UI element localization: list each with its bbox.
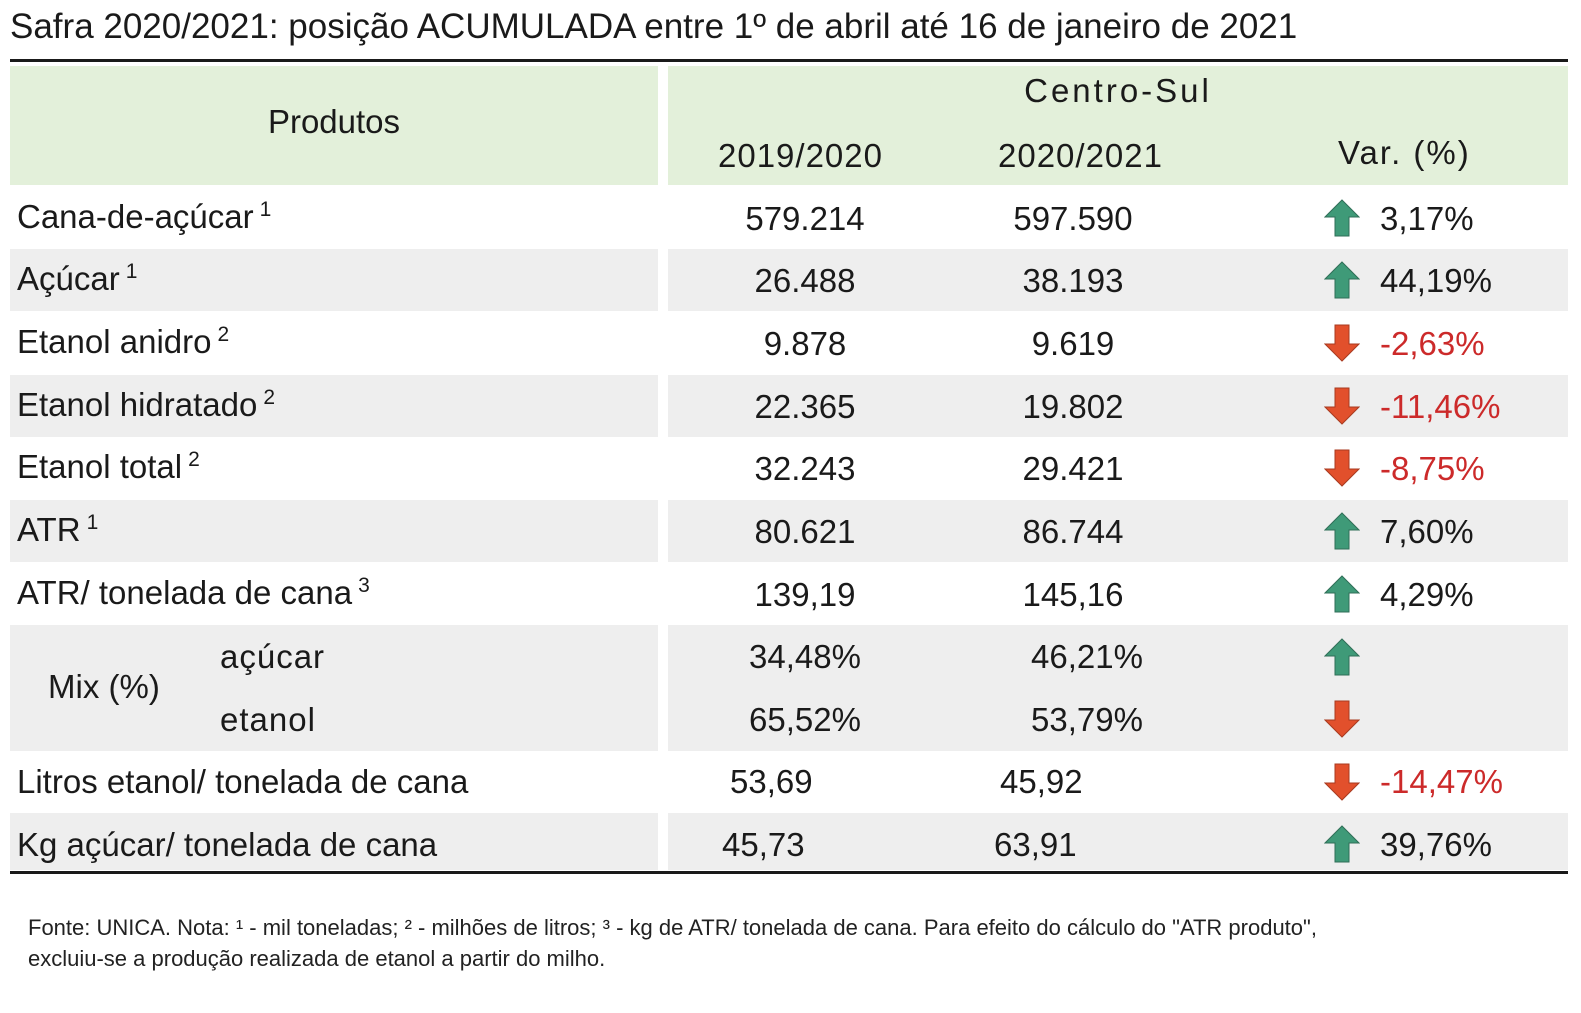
table-cell-2020: 38.193	[1022, 262, 1124, 299]
table-row-label: ATR 1	[17, 511, 99, 548]
mix-sugar-2019: 34,48%	[749, 638, 861, 675]
table-cell-2020: 86.744	[1022, 513, 1124, 550]
header-col-2020-2021: 2020/2021	[998, 137, 1163, 174]
header-col-var: Var. (%)	[1338, 134, 1471, 171]
mix-ethanol-2019: 65,52%	[749, 701, 861, 738]
header-cell-produtos	[10, 66, 658, 185]
row-band	[668, 249, 1568, 311]
table-cell-var: 44,19%	[1380, 262, 1492, 299]
arrow-down-icon	[1324, 763, 1360, 801]
page-title: Safra 2020/2021: posição ACUMULADA entre…	[10, 7, 1298, 46]
table-row-label: Açúcar 1	[17, 260, 138, 297]
arrow-down-icon	[1324, 324, 1360, 362]
table-row-label: Etanol total 2	[17, 448, 200, 485]
table-row-label: Etanol hidratado 2	[17, 386, 276, 423]
row-band	[668, 500, 1568, 562]
arrow-up-icon	[1324, 638, 1360, 676]
row-band	[668, 625, 1568, 751]
table-cell-2019: 80.621	[754, 513, 856, 550]
row-band	[668, 813, 1568, 870]
mix-ethanol-label: etanol	[220, 701, 316, 738]
top-rule	[10, 59, 1568, 62]
table-cell-var: -8,75%	[1380, 450, 1485, 487]
arrow-up-icon	[1324, 575, 1360, 613]
footnote-line-2: excluiu-se a produção realizada de etano…	[28, 946, 606, 971]
table-cell-2020: 29.421	[1022, 450, 1124, 487]
table-row-label: ATR/ tonelada de cana 3	[17, 574, 370, 611]
table-row-label: Cana-de-açúcar 1	[17, 198, 272, 235]
table-cell-2020: 45,92	[1000, 763, 1083, 800]
bottom-rule	[10, 871, 1568, 874]
table-cell-var: 4,29%	[1380, 576, 1474, 613]
table-cell-var: 7,60%	[1380, 513, 1474, 550]
table-cell-2019: 579.214	[745, 200, 865, 237]
header-produtos: Produtos	[267, 103, 401, 140]
table-cell-2019: 45,73	[722, 826, 805, 863]
header-cell-centro-sul	[668, 66, 1568, 185]
table-cell-2019: 26.488	[754, 262, 856, 299]
arrow-up-icon	[1324, 199, 1360, 237]
table-cell-2020: 9.619	[1031, 325, 1115, 362]
row-band	[10, 500, 658, 562]
table-cell-2019: 32.243	[754, 450, 856, 487]
arrow-up-icon	[1324, 512, 1360, 550]
table-cell-var: -2,63%	[1380, 325, 1485, 362]
row-band	[10, 375, 658, 437]
table-cell-var: -11,46%	[1380, 388, 1501, 425]
table-cell-2020: 19.802	[1022, 388, 1124, 425]
table-cell-2019: 53,69	[730, 763, 813, 800]
mix-label: Mix (%)	[48, 668, 160, 705]
arrow-down-icon	[1324, 387, 1360, 425]
table-cell-var: -14,47%	[1380, 763, 1503, 800]
arrow-up-icon	[1324, 261, 1360, 299]
table-row-label: Kg açúcar/ tonelada de cana	[17, 826, 438, 863]
arrow-down-icon	[1324, 449, 1360, 487]
table-cell-var: 39,76%	[1380, 826, 1492, 863]
footnote-line-1: Fonte: UNICA. Nota: ¹ - mil toneladas; ²…	[28, 915, 1317, 940]
row-band	[10, 625, 658, 751]
row-band	[668, 375, 1568, 437]
mix-ethanol-2020: 53,79%	[1031, 701, 1143, 738]
mix-sugar-label: açúcar	[220, 638, 326, 675]
arrow-up-icon	[1324, 825, 1360, 863]
header-col-2019-2020: 2019/2020	[718, 137, 883, 174]
table-cell-2020: 63,91	[994, 826, 1077, 863]
mix-sugar-2020: 46,21%	[1031, 638, 1143, 675]
footnote: Fonte: UNICA. Nota: ¹ - mil toneladas; ²…	[28, 912, 1558, 974]
arrow-down-icon	[1324, 700, 1360, 738]
row-band	[10, 249, 658, 311]
header-region: Centro-Sul	[1024, 72, 1212, 109]
table-cell-var: 3,17%	[1380, 200, 1474, 237]
table-cell-2019: 22.365	[754, 388, 856, 425]
row-band	[10, 813, 658, 870]
table-row-label: Litros etanol/ tonelada de cana	[17, 763, 469, 800]
table-cell-2020: 145,16	[1022, 576, 1124, 613]
table-cell-2020: 597.590	[1013, 200, 1133, 237]
table-row-label: Etanol anidro 2	[17, 323, 230, 360]
table-cell-2019: 139,19	[754, 576, 856, 613]
table-cell-2019: 9.878	[763, 325, 847, 362]
